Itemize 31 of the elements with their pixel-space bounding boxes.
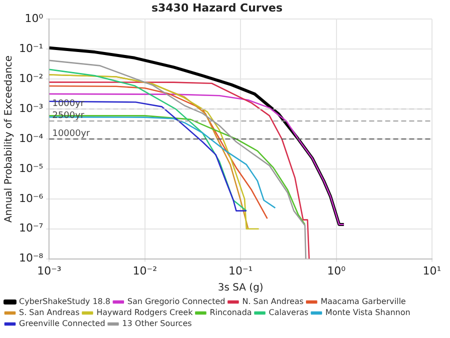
legend-label: Monte Vista Shannon — [325, 308, 410, 318]
y-tick-label: 10⁻³ — [18, 102, 44, 115]
legend-label: N. San Andreas — [242, 297, 304, 306]
legend-label: Rinconada — [210, 308, 252, 318]
y-tick-label: 10⁻⁶ — [18, 192, 44, 205]
legend-label: 13 Other Sources — [122, 319, 192, 328]
y-tick-label: 10⁻⁷ — [18, 222, 44, 235]
y-tick-label: 10⁻² — [18, 72, 44, 85]
ref-line-label: 2500yr — [52, 110, 84, 121]
x-tick-label: 10⁻¹ — [228, 264, 253, 278]
legend-label: Calaveras — [268, 308, 308, 318]
legend-label: S. San Andreas — [19, 308, 80, 318]
y-tick-label: 10⁻¹ — [18, 42, 44, 56]
ref-line-label: 10000yr — [52, 128, 90, 139]
legend-label: Maacama Garberville — [320, 297, 406, 306]
legend-label: San Gregorio Connected — [127, 297, 226, 306]
legend-label: Hayward Rodgers Creek — [96, 308, 194, 318]
x-tick-label: 10¹ — [422, 264, 442, 278]
y-tick-label: 10⁻⁴ — [18, 132, 44, 145]
chart-title: s3430 Hazard Curves — [151, 1, 283, 14]
y-axis-title: Annual Probability of Exceedance — [4, 55, 15, 223]
ref-line-label: 1000yr — [52, 98, 84, 109]
legend-label: CyberShakeStudy 18.8 — [19, 297, 110, 306]
y-tick-label: 10⁻⁸ — [18, 252, 44, 265]
legend-label: Greenville Connected — [19, 319, 106, 328]
x-tick-label: 10⁰ — [327, 264, 346, 278]
y-tick-label: 10⁻⁵ — [18, 162, 44, 175]
x-tick-label: 10⁻³ — [37, 264, 62, 278]
x-axis-title: 3s SA (g) — [218, 282, 264, 294]
y-tick-label: 10⁰ — [24, 12, 44, 26]
x-tick-label: 10⁻² — [132, 264, 158, 278]
